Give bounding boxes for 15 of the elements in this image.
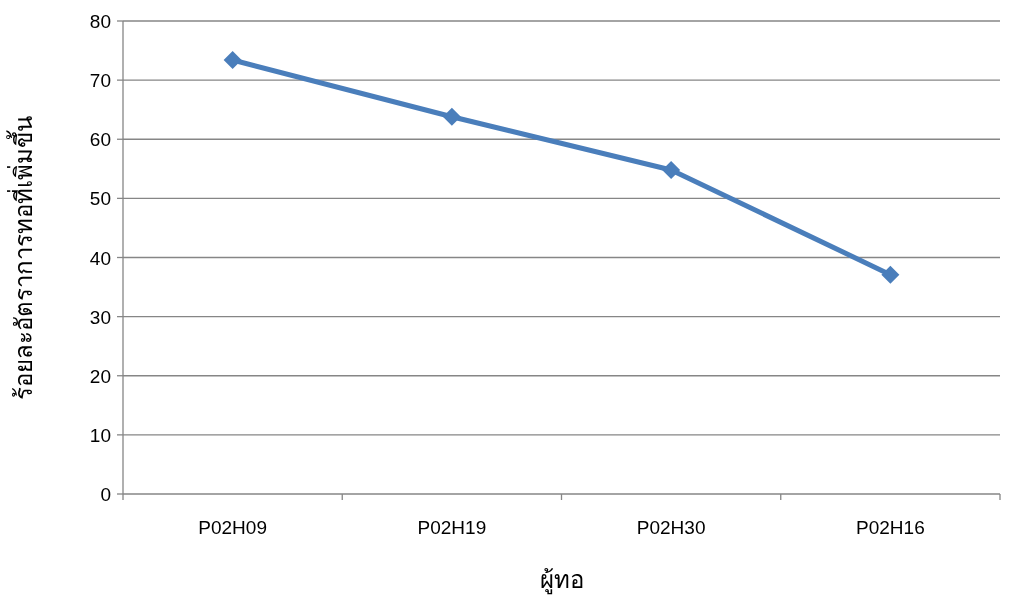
- y-tick-label: 30: [89, 306, 111, 328]
- x-tick-label: P02H30: [636, 517, 706, 538]
- y-tick-label: 40: [89, 247, 111, 269]
- x-tick-label: P02H19: [417, 517, 487, 538]
- y-tick-label: 50: [89, 188, 111, 210]
- y-tick-label: 80: [89, 11, 111, 32]
- x-tick-label: P02H09: [198, 517, 267, 538]
- y-tick-label: 0: [100, 484, 111, 505]
- x-axis-title: ผู้ทอ: [539, 566, 584, 595]
- x-tick-label: P02H16: [856, 517, 925, 538]
- y-tick-label: 20: [89, 365, 111, 387]
- y-tick-label: 10: [89, 424, 111, 446]
- y-tick-label: 70: [89, 70, 111, 92]
- y-axis-title: ร้อยละอัตราการทอที่เพิ่มขึ้น: [6, 115, 37, 400]
- y-tick-label: 60: [89, 129, 111, 151]
